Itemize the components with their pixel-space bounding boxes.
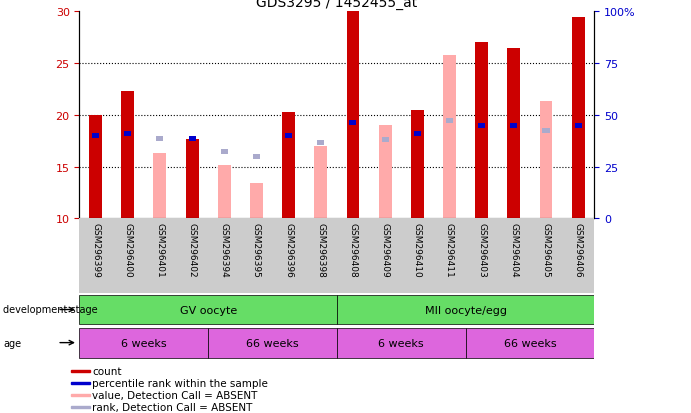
Bar bbox=[285, 134, 292, 139]
Text: GSM296410: GSM296410 bbox=[413, 223, 422, 277]
Bar bbox=[337, 328, 466, 358]
Text: GSM296400: GSM296400 bbox=[123, 223, 132, 277]
Bar bbox=[346, 12, 359, 219]
Text: 6 weeks: 6 weeks bbox=[121, 338, 167, 348]
Bar bbox=[71, 382, 90, 385]
Bar bbox=[71, 394, 90, 396]
Bar bbox=[510, 123, 518, 128]
Bar bbox=[79, 295, 337, 325]
Bar bbox=[89, 116, 102, 219]
Bar bbox=[317, 141, 324, 146]
Bar bbox=[446, 118, 453, 123]
Bar bbox=[475, 43, 488, 219]
Bar bbox=[571, 17, 585, 219]
Text: GSM296402: GSM296402 bbox=[187, 223, 196, 277]
Bar bbox=[250, 184, 263, 219]
Bar bbox=[314, 147, 328, 219]
Bar bbox=[381, 138, 388, 143]
Text: rank, Detection Call = ABSENT: rank, Detection Call = ABSENT bbox=[92, 402, 252, 412]
Bar bbox=[540, 102, 552, 219]
Bar bbox=[350, 120, 357, 126]
Text: value, Detection Call = ABSENT: value, Detection Call = ABSENT bbox=[92, 390, 258, 400]
Bar bbox=[71, 370, 90, 373]
Text: GSM296396: GSM296396 bbox=[284, 223, 293, 278]
Bar bbox=[253, 154, 260, 159]
Bar bbox=[282, 112, 295, 219]
Bar bbox=[92, 134, 99, 139]
Text: GSM296404: GSM296404 bbox=[509, 223, 518, 277]
Bar bbox=[218, 165, 231, 219]
Text: GSM296406: GSM296406 bbox=[574, 223, 583, 277]
Bar bbox=[186, 140, 198, 219]
Text: GSM296409: GSM296409 bbox=[381, 223, 390, 277]
Bar bbox=[79, 328, 208, 358]
Bar bbox=[189, 137, 196, 142]
Text: GSM296408: GSM296408 bbox=[348, 223, 357, 277]
Title: GDS3295 / 1452455_at: GDS3295 / 1452455_at bbox=[256, 0, 417, 10]
Text: GSM296395: GSM296395 bbox=[252, 223, 261, 278]
Bar bbox=[124, 132, 131, 137]
Bar bbox=[71, 406, 90, 408]
Bar bbox=[208, 328, 337, 358]
Text: GSM296405: GSM296405 bbox=[542, 223, 551, 277]
Text: 66 weeks: 66 weeks bbox=[246, 338, 299, 348]
Text: GSM296411: GSM296411 bbox=[445, 223, 454, 277]
Text: age: age bbox=[3, 338, 21, 348]
Text: percentile rank within the sample: percentile rank within the sample bbox=[92, 378, 268, 388]
Text: GSM296398: GSM296398 bbox=[316, 223, 325, 278]
Text: development stage: development stage bbox=[3, 305, 98, 315]
Text: 66 weeks: 66 weeks bbox=[504, 338, 556, 348]
Bar bbox=[466, 328, 594, 358]
Bar bbox=[542, 128, 549, 134]
Bar bbox=[122, 92, 134, 219]
Text: GSM296403: GSM296403 bbox=[477, 223, 486, 277]
Bar bbox=[575, 123, 582, 128]
Bar bbox=[153, 154, 167, 219]
Bar bbox=[337, 295, 594, 325]
Text: 6 weeks: 6 weeks bbox=[379, 338, 424, 348]
Text: GSM296394: GSM296394 bbox=[220, 223, 229, 277]
Text: MII oocyte/egg: MII oocyte/egg bbox=[424, 305, 507, 315]
Bar bbox=[411, 110, 424, 219]
Bar bbox=[414, 132, 421, 137]
Bar bbox=[478, 123, 485, 128]
Text: GSM296401: GSM296401 bbox=[155, 223, 164, 277]
Text: GV oocyte: GV oocyte bbox=[180, 305, 237, 315]
Bar bbox=[379, 126, 392, 219]
Text: GSM296399: GSM296399 bbox=[91, 223, 100, 278]
Bar bbox=[507, 48, 520, 219]
Bar bbox=[156, 137, 164, 142]
Bar bbox=[443, 56, 456, 219]
Text: count: count bbox=[92, 366, 122, 376]
Bar bbox=[220, 149, 228, 154]
